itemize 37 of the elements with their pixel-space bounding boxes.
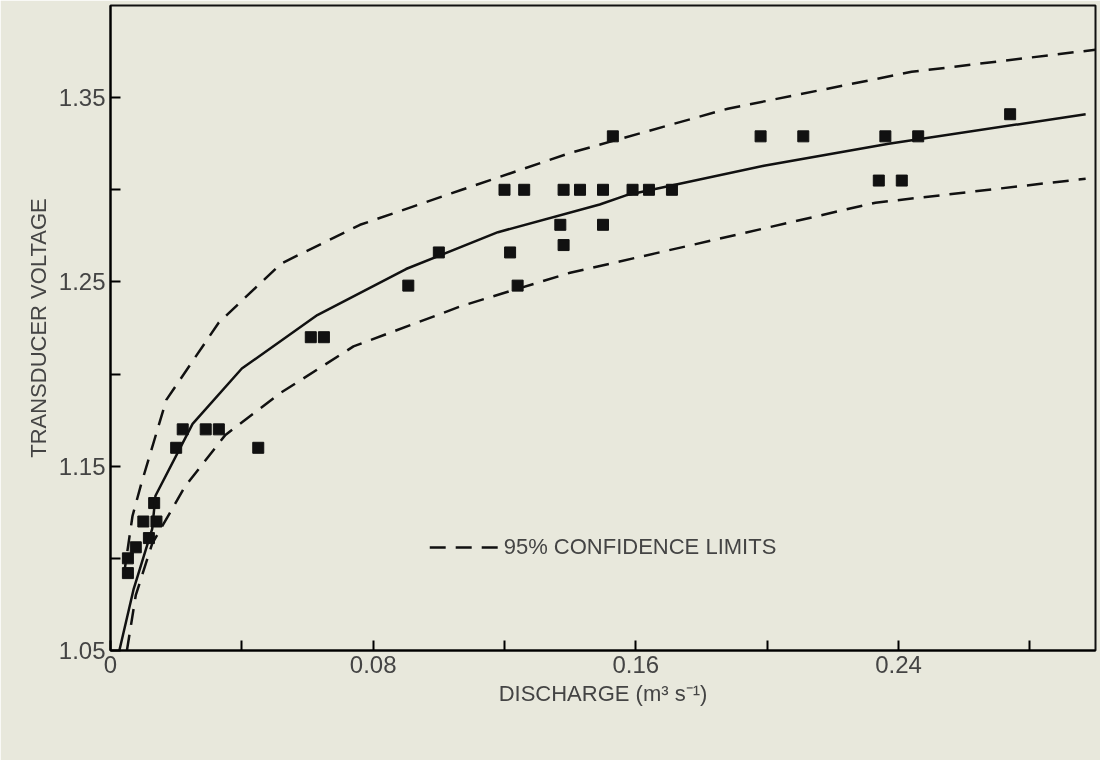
y-axis-title: TRANSDUCER VOLTAGE — [25, 198, 51, 458]
x-tick-label: 0.16 — [612, 650, 660, 678]
legend-label: 95% CONFIDENCE LIMITS — [503, 534, 777, 560]
point — [895, 174, 908, 187]
point — [518, 183, 531, 196]
point — [597, 183, 609, 196]
point — [498, 183, 511, 196]
point — [402, 279, 415, 292]
point — [754, 130, 767, 143]
point — [199, 423, 212, 436]
x-tick-label: 0.08 — [349, 650, 397, 678]
point — [872, 174, 885, 187]
point — [606, 130, 619, 143]
point — [121, 552, 134, 565]
point — [252, 441, 265, 454]
point — [557, 239, 570, 252]
x-axis-title: DISCHARGE (m³ s⁻¹) — [498, 680, 708, 706]
y-tick-label: 1.35 — [58, 84, 106, 112]
point — [137, 515, 150, 528]
point — [129, 541, 142, 554]
point — [554, 218, 567, 231]
point — [879, 130, 892, 143]
point — [176, 423, 189, 436]
point — [1004, 108, 1017, 121]
point — [574, 183, 587, 196]
y-tick-label: 1.05 — [58, 637, 106, 664]
y-tick-label: 1.25 — [58, 268, 106, 296]
x-tick-label: 0.24 — [875, 650, 922, 678]
point — [212, 423, 225, 436]
point — [557, 183, 570, 196]
point — [511, 279, 524, 292]
point — [597, 218, 609, 231]
point — [317, 331, 330, 344]
point — [797, 130, 810, 143]
point — [304, 331, 317, 344]
point — [504, 246, 517, 259]
y-tick-label: 1.15 — [58, 452, 106, 480]
